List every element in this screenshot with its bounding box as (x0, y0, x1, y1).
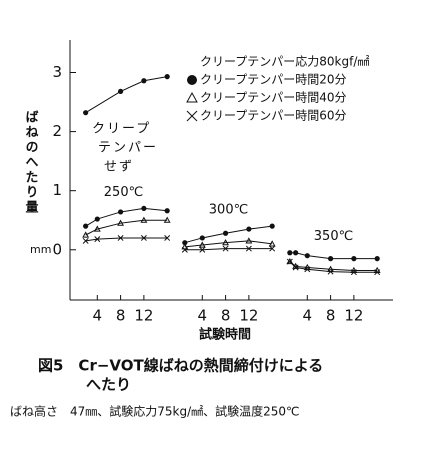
x-tick-label: 4 (303, 307, 313, 325)
x-tick-label: 4 (93, 307, 103, 325)
marker-triangle (245, 237, 253, 244)
series-line (85, 219, 168, 236)
marker-dot (117, 209, 124, 215)
marker-dot (164, 208, 170, 214)
y-tick-label: 2 (52, 122, 62, 140)
marker-dot (164, 74, 170, 80)
group-label: 350℃ (314, 229, 353, 244)
marker-triangle (82, 231, 90, 238)
marker-dot (327, 256, 334, 262)
legend-title: クリープテンパー応力80kgf/㎟ (200, 55, 369, 69)
marker-cross (292, 264, 299, 271)
marker-dot (293, 250, 299, 256)
series-line (184, 240, 273, 248)
series-line (184, 248, 273, 251)
marker-triangle (198, 241, 206, 248)
marker-cross (286, 258, 293, 265)
marker-dot (269, 223, 275, 229)
marker-cross (82, 237, 89, 244)
marker-cross (199, 246, 206, 253)
y-tick-label: 1 (52, 181, 62, 199)
series-line (184, 225, 273, 244)
marker-dot (246, 226, 252, 232)
x-tick-label: 8 (221, 307, 231, 325)
marker-cross (222, 245, 229, 252)
marker-cross (269, 245, 276, 252)
marker-dot (141, 78, 147, 84)
marker-dot (182, 240, 188, 246)
marker-cross (245, 245, 252, 252)
marker-triangle (163, 216, 171, 223)
marker-dot (222, 230, 229, 236)
marker-dot (117, 88, 124, 95)
marker-cross (164, 235, 171, 241)
marker-cross (350, 269, 357, 276)
marker-triangle (93, 225, 101, 232)
marker-dot (94, 216, 100, 222)
series-line (289, 252, 378, 260)
legend-label: クリープテンパー時間40分 (200, 91, 347, 105)
caption: へたり (86, 376, 131, 394)
annotation: クリープテンパーせず (92, 121, 158, 174)
untempered-line (85, 76, 168, 114)
marker-dot (374, 256, 380, 262)
marker-cross (304, 266, 311, 273)
series-line (289, 261, 378, 271)
marker-cross (117, 235, 124, 241)
marker-cross (140, 235, 147, 241)
legend-marker (187, 75, 197, 85)
x-tick-label: 12 (344, 307, 363, 325)
marker-triangle (268, 240, 276, 247)
marker-dot (351, 256, 357, 262)
marker-dot (199, 235, 205, 241)
marker-cross (327, 268, 334, 275)
x-tick-label: 4 (198, 307, 208, 325)
x-tick-label: 12 (239, 307, 258, 325)
y-tick-label: 3 (52, 63, 62, 81)
marker-triangle (140, 216, 148, 223)
y-tick-label: 0 (52, 240, 62, 258)
marker-cross (94, 236, 101, 243)
y-unit: mm (30, 243, 51, 256)
marker-cross (181, 246, 188, 253)
note: ばね高さ 47㎜、試験応力75kg/㎟、試験温度250℃ (10, 404, 300, 419)
marker-triangle (286, 257, 294, 265)
marker-dot (141, 205, 147, 212)
legend-label: クリープテンパー時間60分 (200, 109, 347, 123)
marker-triangle (181, 243, 189, 250)
legend-marker (186, 91, 198, 103)
marker-dot (83, 110, 89, 116)
legend-marker (186, 110, 198, 122)
x-tick-label: 8 (326, 307, 336, 325)
x-axis-label: 試験時間 (199, 327, 251, 343)
marker-triangle (117, 219, 125, 226)
x-tick-label: 8 (116, 307, 126, 325)
legend-label: クリープテンパー時間20分 (200, 73, 347, 87)
marker-dot (287, 250, 293, 256)
marker-cross (374, 269, 381, 276)
caption: 図5 Cr−VOT線ばねの熱間締付けによる (38, 357, 323, 375)
marker-dot (304, 253, 310, 259)
group-label: 250℃ (104, 185, 143, 200)
y-axis-label: ばねのへたり量 (23, 110, 39, 215)
marker-triangle (222, 239, 230, 246)
group-label: 300℃ (209, 203, 248, 218)
marker-dot (83, 223, 89, 229)
x-tick-label: 12 (134, 307, 153, 325)
